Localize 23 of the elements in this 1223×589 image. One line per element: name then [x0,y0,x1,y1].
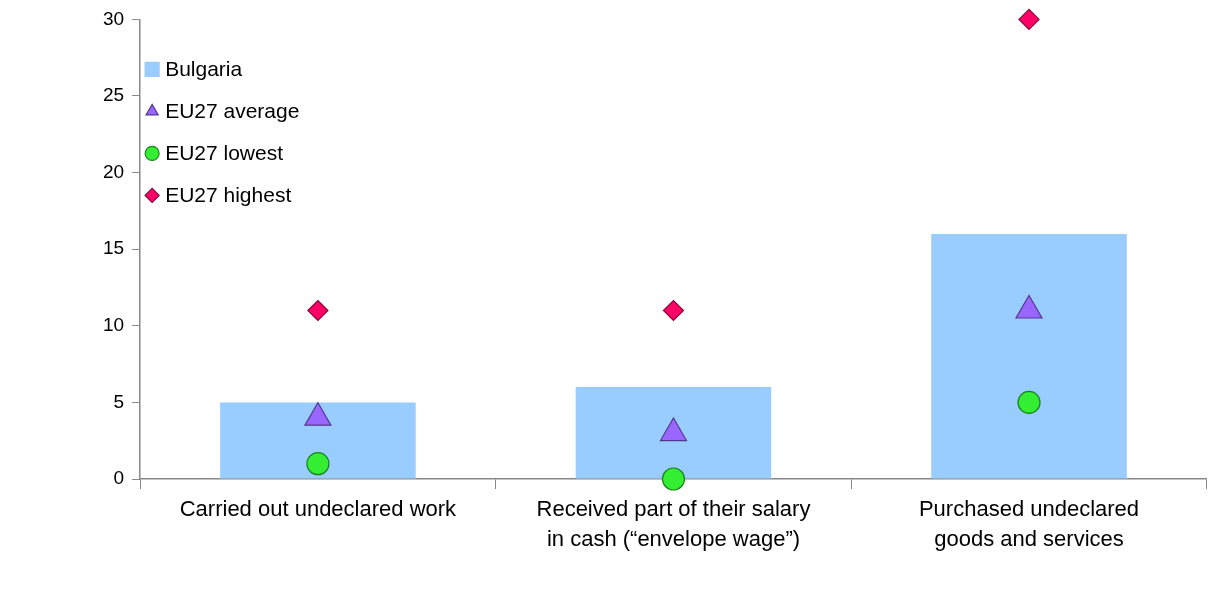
point [662,299,685,322]
x-tick-label: Carried out undeclared work [179,496,458,522]
y-tick-label: 5 [113,390,125,412]
legend-label: Bulgaria [165,57,243,81]
point [1018,8,1040,30]
point [306,452,330,476]
bar [931,233,1127,479]
legend-label: EU27 lowest [165,141,284,165]
legend-label: EU27 highest [165,183,292,207]
y-tick-label: 20 [102,160,125,182]
x-tick-label: Purchased undeclared goods and services [918,496,1140,552]
y-tick-label: 10 [102,314,125,336]
bar [575,387,772,479]
point [1017,390,1041,414]
y-tick-label: 15 [102,237,125,259]
legend-label: EU27 average [165,99,300,123]
y-tick-label: 30 [102,7,125,29]
point [307,299,329,322]
x-tick-label: Received part of their salary in cash (“envelope wage”) [536,496,811,552]
y-tick-label: 0 [113,467,125,489]
y-tick-label: 25 [102,84,125,106]
point [661,467,686,491]
bar [220,402,416,479]
